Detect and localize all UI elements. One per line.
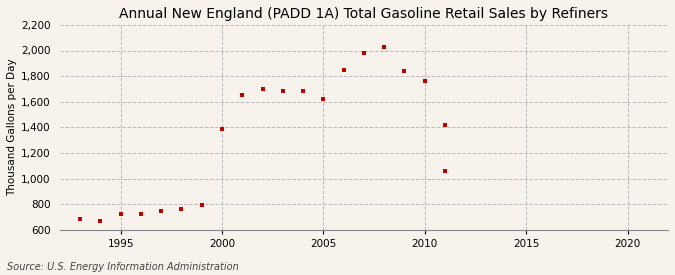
Point	[419, 79, 430, 83]
Point	[338, 68, 349, 73]
Y-axis label: Thousand Gallons per Day: Thousand Gallons per Day	[7, 59, 17, 196]
Point	[176, 207, 187, 211]
Title: Annual New England (PADD 1A) Total Gasoline Retail Sales by Refiners: Annual New England (PADD 1A) Total Gasol…	[119, 7, 608, 21]
Point	[196, 203, 207, 207]
Point	[439, 123, 450, 127]
Point	[237, 92, 248, 97]
Point	[217, 127, 227, 131]
Point	[318, 97, 329, 101]
Point	[136, 211, 146, 216]
Point	[399, 69, 410, 73]
Text: Source: U.S. Energy Information Administration: Source: U.S. Energy Information Administ…	[7, 262, 238, 272]
Point	[156, 208, 167, 213]
Point	[95, 219, 106, 223]
Point	[358, 51, 369, 55]
Point	[257, 87, 268, 91]
Point	[298, 89, 308, 94]
Point	[379, 45, 389, 49]
Point	[439, 169, 450, 173]
Point	[115, 212, 126, 217]
Point	[277, 89, 288, 94]
Point	[75, 217, 86, 221]
